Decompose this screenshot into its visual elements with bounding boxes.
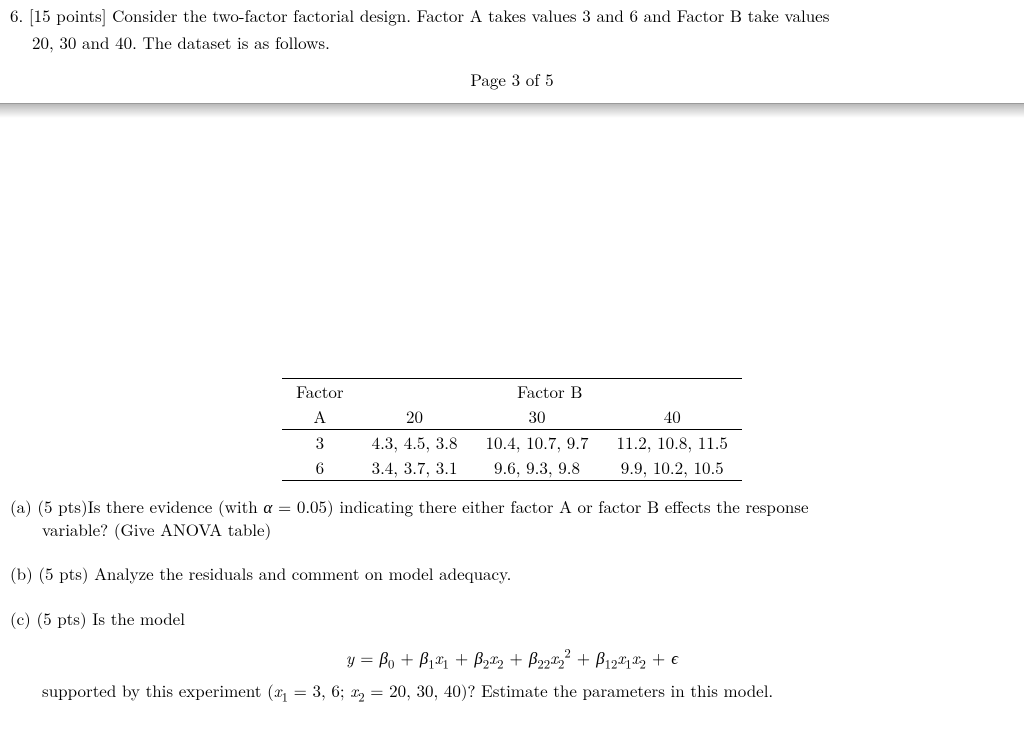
part-a: (a) (5 pts)Is there evidence (with α = 0… <box>10 495 1014 541</box>
blank-space <box>10 118 1014 378</box>
part-a-pts: (5 pts) <box>37 494 87 518</box>
x2: x <box>350 678 358 702</box>
factor-a-header: A <box>282 404 358 429</box>
cell-r0c1: 10.4, 10.7, 9.7 <box>472 429 603 454</box>
part-c-lead: Is the model <box>92 606 185 630</box>
part-c-follow-pre: supported by this experiment ( <box>42 678 274 702</box>
part-c-pts: (5 pts) <box>36 606 86 630</box>
data-table: Factor Factor B A 20 30 40 3 4.3, 4.5, 3… <box>282 378 742 481</box>
part-c: (c) (5 pts) Is the model <box>10 607 1014 630</box>
a-level-0: 3 <box>282 429 358 454</box>
a-level-1: 6 <box>282 455 358 480</box>
equation-body: y = β0 + β1x1 + β2x2 + β22x22 + β12x1x2 … <box>346 645 678 669</box>
factor-label: Factor <box>282 378 358 403</box>
question-text-line2: 20, 30 and 40. The dataset is as follows… <box>10 31 1014 54</box>
cell-r1c0: 3.4, 3.7, 3.1 <box>358 455 472 480</box>
question-number: 6. <box>10 3 23 27</box>
cell-r1c1: 9.6, 9.3, 9.8 <box>472 455 603 480</box>
x1: x <box>274 678 282 702</box>
part-b-pts: (5 pts) <box>38 561 88 585</box>
part-b-text: Analyze the residuals and comment on mod… <box>94 561 511 585</box>
part-a-text1: Is there evidence (with <box>88 494 264 518</box>
b-level-1: 30 <box>472 404 603 429</box>
page-indicator: Page 3 of 5 <box>10 68 1014 91</box>
b-level-0: 20 <box>358 404 472 429</box>
part-a-eq: = 0.05) indicating there either factor A… <box>272 494 808 518</box>
part-c-follow: supported by this experiment (x1 = 3, 6;… <box>10 679 1014 706</box>
question-text-line1: Consider the two-factor factorial design… <box>112 3 829 27</box>
part-c-label: (c) <box>10 606 31 630</box>
model-equation: y = β0 + β1x1 + β2x2 + β22x22 + β12x1x2 … <box>10 644 1014 672</box>
section-divider-bar <box>0 103 1024 118</box>
question-stem: 6. [15 points] Consider the two-factor f… <box>10 4 1014 27</box>
cell-r0c2: 11.2, 10.8, 11.5 <box>602 429 741 454</box>
eq1: = 3, 6; <box>288 678 350 702</box>
part-b: (b) (5 pts) Analyze the residuals and co… <box>10 562 1014 585</box>
eq2: = 20, 30, 40)? Estimate the parameters i… <box>365 678 774 702</box>
part-b-label: (b) <box>10 561 33 585</box>
alpha-symbol: α <box>263 494 272 518</box>
cell-r0c0: 4.3, 4.5, 3.8 <box>358 429 472 454</box>
b-level-2: 40 <box>602 404 741 429</box>
part-a-label: (a) <box>10 494 32 518</box>
part-a-text2: variable? (Give ANOVA table) <box>42 517 271 541</box>
question-points: [15 points] <box>29 3 107 27</box>
cell-r1c2: 9.9, 10.2, 10.5 <box>602 455 741 480</box>
factor-b-header: Factor B <box>358 378 742 403</box>
